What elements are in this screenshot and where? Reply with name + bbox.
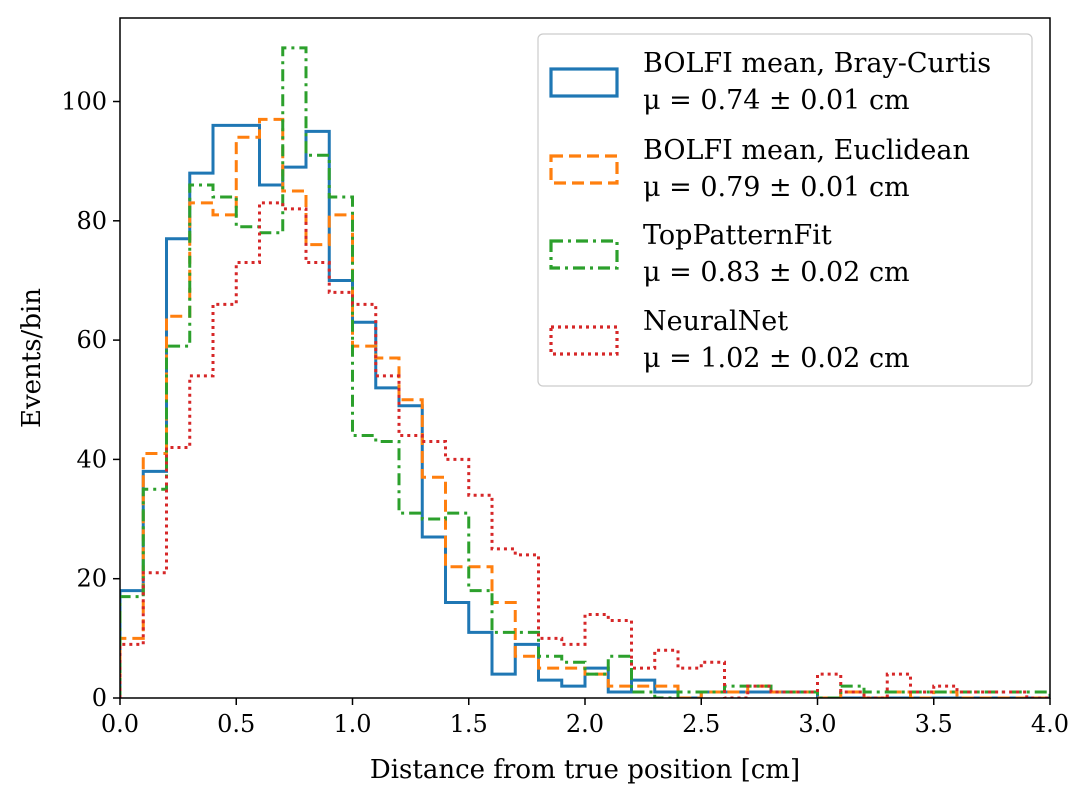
legend-series-name: NeuralNet <box>643 306 788 337</box>
legend-series-name: TopPatternFit <box>643 220 832 251</box>
legend-series-name: BOLFI mean, Bray-Curtis <box>643 48 991 79</box>
legend-item-3: NeuralNet μ = 1.02 ± 0.02 cm <box>549 306 910 374</box>
legend-series-stat: μ = 0.83 ± 0.02 cm <box>643 257 910 288</box>
y-tick-label: 20 <box>76 565 107 593</box>
x-tick-label: 1.0 <box>333 710 371 738</box>
legend-item-1: BOLFI mean, Euclidean μ = 0.79 ± 0.01 cm <box>549 135 970 203</box>
x-tick-label: 1.5 <box>450 710 488 738</box>
y-axis-ticks: 0 20 40 60 80 100 <box>61 88 120 712</box>
y-tick-label: 40 <box>76 445 107 473</box>
y-tick-label: 100 <box>61 88 107 116</box>
x-tick-label: 2.5 <box>682 710 720 738</box>
y-tick-label: 60 <box>76 326 107 354</box>
legend-series-stat: μ = 0.79 ± 0.01 cm <box>643 172 910 203</box>
legend-swatch <box>549 325 619 356</box>
x-axis-label: Distance from true position [cm] <box>370 755 800 785</box>
x-tick-label: 3.5 <box>915 710 953 738</box>
legend-swatch <box>549 239 619 270</box>
legend-swatch <box>549 67 619 98</box>
series-line-3 <box>120 201 1050 698</box>
legend-series-name: BOLFI mean, Euclidean <box>643 135 970 166</box>
series-line-2 <box>120 46 1050 698</box>
series-layer <box>120 46 1050 698</box>
x-axis-ticks: 0.0 0.5 1.0 1.5 2.0 2.5 3.0 3.5 4.0 <box>101 698 1069 738</box>
series-line-1 <box>120 117 1050 698</box>
x-tick-label: 3.0 <box>798 710 836 738</box>
legend-swatch <box>549 154 619 185</box>
legend-item-2: TopPatternFit μ = 0.83 ± 0.02 cm <box>549 220 910 288</box>
y-tick-label: 80 <box>76 207 107 235</box>
x-tick-label: 2.0 <box>566 710 604 738</box>
legend-series-stat: μ = 1.02 ± 0.02 cm <box>643 343 910 374</box>
x-tick-label: 4.0 <box>1031 710 1069 738</box>
legend-frame <box>537 33 1033 387</box>
y-tick-label: 0 <box>92 684 107 712</box>
legend-series-stat: μ = 0.74 ± 0.01 cm <box>643 85 910 116</box>
x-tick-label: 0.5 <box>217 710 255 738</box>
plot-frame <box>119 17 1051 699</box>
legend-item-0: BOLFI mean, Bray-Curtis μ = 0.74 ± 0.01 c… <box>549 48 991 116</box>
y-axis-label: Events/bin <box>17 288 47 428</box>
legend: BOLFI mean, Bray-Curtis μ = 0.74 ± 0.01 c… <box>537 33 1033 387</box>
x-tick-label: 0.0 <box>101 710 139 738</box>
